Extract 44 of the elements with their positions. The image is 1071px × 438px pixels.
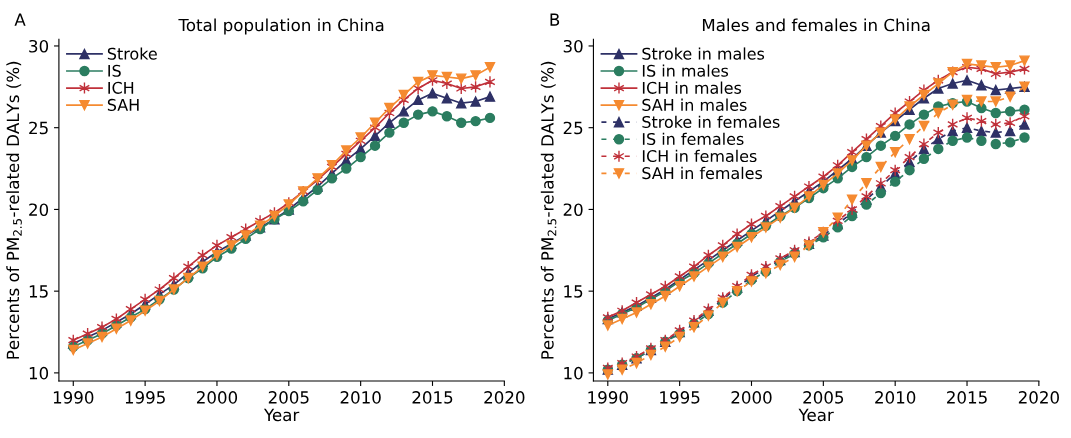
- legend-label: SAH: [107, 98, 139, 111]
- y-tick-label: 30: [29, 39, 49, 53]
- y-axis-title: Percents of PM$_{2.5}$-related DALYs (%): [6, 61, 22, 359]
- legend-label: IS: [108, 64, 121, 77]
- x-tick-label: 1995: [125, 391, 165, 404]
- x-tick-label: 2020: [1018, 391, 1059, 404]
- legend-label: IS in females: [642, 132, 744, 146]
- chart-title: Males and females in China: [702, 18, 930, 32]
- chart-title: Total population in China: [178, 18, 384, 35]
- x-tick-label: 1995: [660, 391, 700, 404]
- x-tick-label: 1990: [53, 391, 94, 404]
- y-tick-label: 20: [29, 203, 49, 216]
- x-tick-label: 2000: [731, 391, 772, 404]
- legend-label: Stroke: [107, 47, 157, 60]
- y-tick-label: 10: [29, 366, 49, 380]
- legend-label: Stroke in females: [642, 115, 780, 128]
- x-axis-title: Year: [263, 408, 300, 422]
- y-tick-label: 30: [563, 39, 583, 53]
- legend-label: SAH in females: [642, 166, 763, 180]
- y-axis-title: Percents of PM$_{2.5}$-related DALYs (%): [540, 61, 557, 359]
- text: A: [14, 13, 26, 26]
- x-tick-label: 2015: [947, 391, 987, 404]
- y-tick-label: 10: [564, 366, 583, 380]
- y-tick-label: 25: [29, 121, 48, 135]
- y-tick-label: 15: [564, 285, 583, 298]
- legend-label: ICH in males: [642, 81, 742, 94]
- legend-label: Stroke in males: [642, 47, 765, 60]
- x-tick-label: 2010: [340, 391, 381, 404]
- x-tick-label: 2020: [484, 391, 525, 404]
- x-axis-title: Year: [798, 408, 834, 422]
- legend-label: IS in males: [642, 64, 729, 77]
- x-tick-label: 2000: [196, 391, 238, 404]
- legend-label: SAH in males: [642, 98, 747, 111]
- y-tick-label: 25: [563, 121, 583, 135]
- y-tick-label: 15: [29, 285, 48, 298]
- y-tick-label: 20: [563, 203, 583, 216]
- x-tick-label: 2005: [803, 391, 844, 404]
- x-tick-label: 1990: [588, 391, 628, 404]
- legend-label: ICH: [108, 81, 134, 94]
- x-tick-label: 2015: [412, 391, 453, 404]
- x-tick-label: 2005: [268, 391, 309, 404]
- legend-label: ICH in females: [642, 149, 757, 163]
- text: B: [550, 13, 560, 26]
- x-tick-label: 2010: [875, 391, 916, 404]
